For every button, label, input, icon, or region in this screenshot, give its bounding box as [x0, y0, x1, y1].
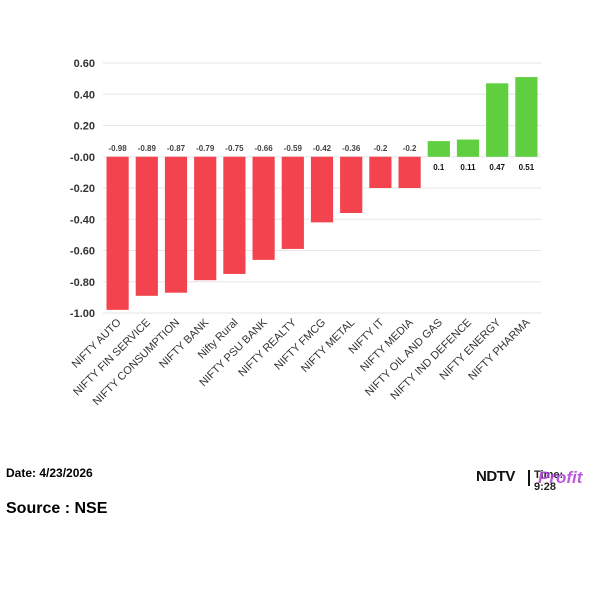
data-label: -0.66	[254, 144, 273, 153]
bar	[223, 156, 246, 274]
bar	[164, 156, 188, 293]
y-axis-ticks: 0.60 0.40 0.20 -0.00 -0.20 -0.40 -0.60 -0.80 -1.…	[70, 58, 95, 320]
bar	[515, 77, 538, 157]
bar	[369, 156, 392, 188]
brand-ndtv: NDTV	[476, 468, 515, 485]
time-label: Time: 9:28	[534, 469, 564, 493]
data-label: -0.89	[138, 144, 157, 153]
data-label: -0.98	[108, 144, 127, 153]
brand-separator	[528, 470, 530, 486]
data-label: 0.1	[433, 163, 445, 172]
bar	[456, 139, 480, 157]
data-label: -0.59	[284, 144, 303, 153]
bar	[281, 156, 304, 249]
data-label: 0.47	[489, 163, 505, 172]
y-tick-label: 0.60	[74, 58, 95, 70]
bar	[106, 156, 129, 310]
data-labels: -0.98 -0.89 -0.87 -0.79 -0.75 -0.66 -0.59 -0.42…	[108, 144, 534, 172]
bar-chart: 0.60 0.40 0.20 -0.00 -0.20 -0.40 -0.60 -0.80 -1.…	[70, 58, 541, 408]
source-label: Source : NSE	[6, 500, 108, 517]
data-label: -0.36	[342, 144, 361, 153]
y-tick-label: 0.40	[74, 89, 95, 101]
y-tick-label: -0.20	[70, 183, 95, 195]
data-label: 0.11	[460, 163, 476, 172]
data-label: -0.2	[403, 144, 417, 153]
data-label: -0.42	[313, 144, 332, 153]
y-tick-label: 0.20	[74, 121, 95, 133]
x-tick-label: NIFTY AUTO	[70, 316, 124, 370]
y-tick-label: -0.40	[70, 214, 95, 226]
y-tick-label: -0.60	[70, 246, 95, 258]
bar	[340, 156, 363, 213]
bar	[427, 141, 450, 157]
data-label: -0.2	[374, 144, 388, 153]
bar	[398, 156, 421, 188]
date-label: Date: 4/23/2026	[6, 466, 93, 480]
y-tick-label: -0.00	[70, 152, 95, 164]
bars	[106, 77, 538, 310]
bar	[194, 156, 217, 281]
data-label: -0.87	[167, 144, 186, 153]
bar	[135, 156, 158, 296]
bar	[486, 83, 509, 157]
bar	[252, 156, 275, 260]
data-label: -0.75	[225, 144, 244, 153]
data-label: -0.79	[196, 144, 215, 153]
y-tick-label: -0.80	[70, 277, 95, 289]
data-label: 0.51	[519, 163, 535, 172]
y-tick-label: -1.00	[70, 308, 95, 320]
brand-profit: Profit	[538, 468, 583, 487]
bar	[310, 156, 334, 223]
